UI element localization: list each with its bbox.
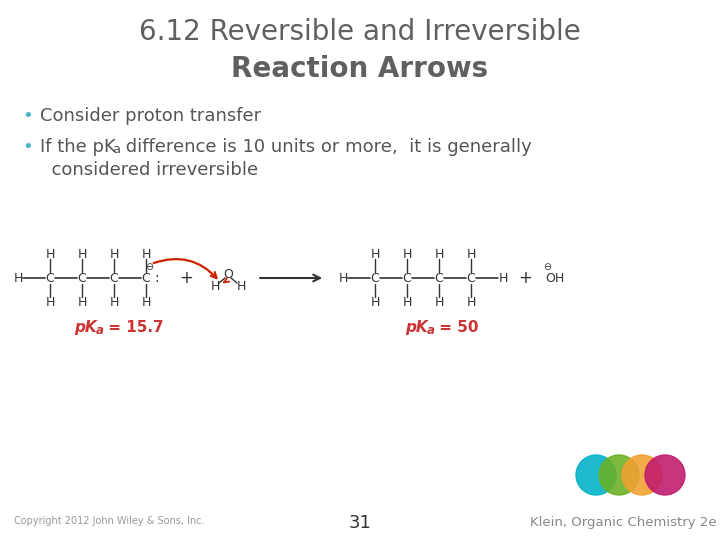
Text: C: C: [142, 272, 150, 285]
Text: Consider proton transfer: Consider proton transfer: [40, 107, 261, 125]
Text: C: C: [109, 272, 118, 285]
Text: H: H: [210, 280, 220, 294]
Text: a: a: [427, 324, 435, 337]
Circle shape: [599, 455, 639, 495]
Text: H: H: [467, 295, 476, 308]
Circle shape: [576, 455, 616, 495]
Text: H: H: [498, 272, 508, 285]
Text: C: C: [467, 272, 475, 285]
Text: O: O: [223, 267, 233, 280]
Text: H: H: [109, 295, 119, 308]
Text: H: H: [45, 295, 55, 308]
Text: H: H: [13, 272, 23, 285]
Text: H: H: [402, 295, 412, 308]
Text: H: H: [236, 280, 246, 294]
Text: H: H: [370, 247, 379, 260]
Circle shape: [645, 455, 685, 495]
Text: H: H: [77, 247, 86, 260]
Text: H: H: [467, 247, 476, 260]
Text: H: H: [141, 295, 150, 308]
Text: H: H: [370, 295, 379, 308]
Text: ⊖: ⊖: [145, 262, 153, 272]
Text: +: +: [518, 269, 532, 287]
Text: C: C: [435, 272, 444, 285]
Text: OH: OH: [545, 272, 564, 285]
Circle shape: [622, 455, 662, 495]
Text: 31: 31: [348, 514, 372, 532]
Text: = 50: = 50: [434, 320, 479, 335]
Text: pK: pK: [405, 320, 428, 335]
Text: H: H: [45, 247, 55, 260]
Text: H: H: [338, 272, 348, 285]
Text: •: •: [22, 107, 32, 125]
Text: = 15.7: = 15.7: [103, 320, 163, 335]
Text: C: C: [371, 272, 379, 285]
Text: H: H: [434, 295, 444, 308]
Text: considered irreversible: considered irreversible: [40, 161, 258, 179]
Text: Klein, Organic Chemistry 2e: Klein, Organic Chemistry 2e: [530, 516, 716, 529]
Text: pK: pK: [74, 320, 96, 335]
Text: :: :: [154, 271, 158, 285]
Text: H: H: [141, 247, 150, 260]
Text: ⊖: ⊖: [543, 262, 551, 272]
Text: H: H: [434, 247, 444, 260]
Text: 6.12 Reversible and Irreversible: 6.12 Reversible and Irreversible: [139, 18, 581, 46]
Text: C: C: [78, 272, 86, 285]
Text: Reaction Arrows: Reaction Arrows: [231, 55, 489, 83]
Text: H: H: [77, 295, 86, 308]
Text: Copyright 2012 John Wiley & Sons, Inc.: Copyright 2012 John Wiley & Sons, Inc.: [14, 516, 204, 526]
Text: a: a: [96, 324, 104, 337]
Text: a: a: [112, 143, 120, 156]
Text: +: +: [179, 269, 193, 287]
Text: •: •: [22, 138, 32, 156]
Text: C: C: [402, 272, 411, 285]
Text: C: C: [45, 272, 55, 285]
Text: difference is 10 units or more,  it is generally: difference is 10 units or more, it is ge…: [120, 138, 532, 156]
Text: H: H: [109, 247, 119, 260]
Text: If the pK: If the pK: [40, 138, 116, 156]
Text: H: H: [402, 247, 412, 260]
